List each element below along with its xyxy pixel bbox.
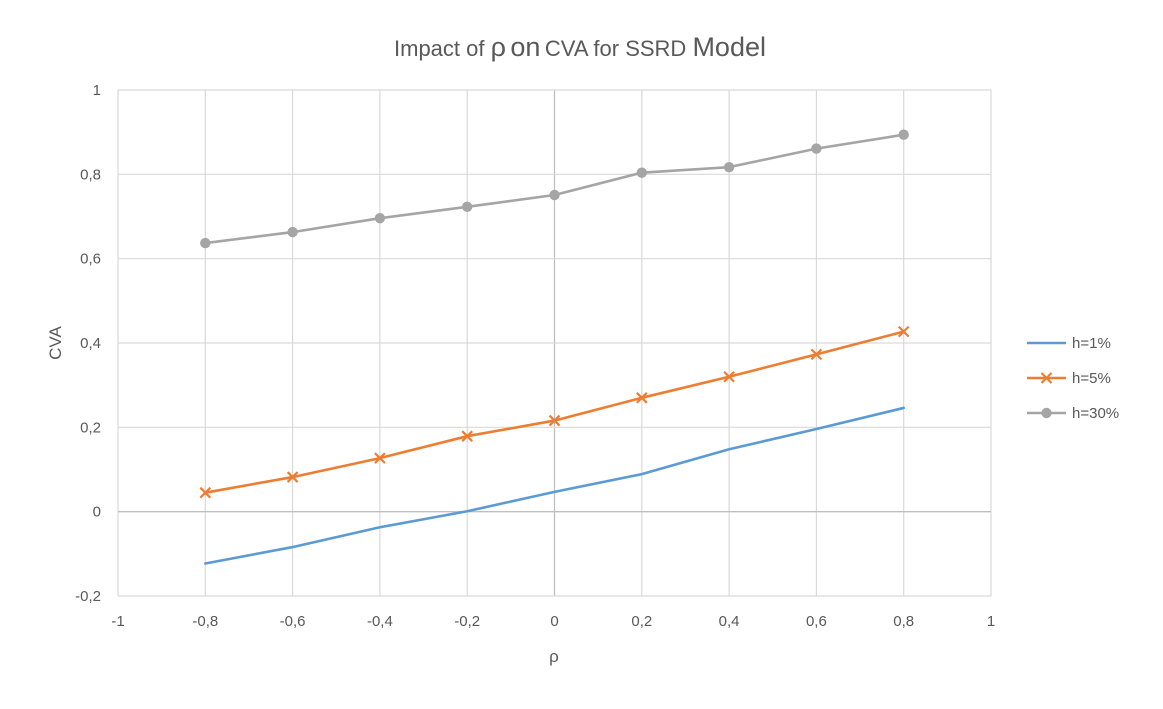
x-tick-label: -1 [111,613,124,630]
data-point [548,414,561,427]
x-tick-label: -0,2 [454,613,480,630]
series-h-5- [199,325,910,499]
x-tick-label: 0,4 [719,613,740,630]
legend: h=1% h=5% h=30% [1027,335,1119,422]
series-h-30- [200,129,909,249]
y-tick-label: 0,8 [80,166,101,183]
x-tick-label: 0 [550,613,558,630]
legend-marker [1041,407,1052,419]
x-axis-tick-labels: -1 -0,8 -0,6 -0,4 -0,2 0 0,2 0,4 0,6 0,8 1 [111,613,995,630]
data-point [636,392,648,404]
y-axis-tick-labels: -0,2 0 0,2 0,4 0,6 0,8 1 [75,82,101,605]
legend-label: h=5% [1072,370,1111,387]
data-point [636,167,647,178]
data-point [461,430,473,442]
legend-item: h=1% [1027,335,1111,352]
legend-label: h=1% [1072,335,1111,352]
data-point [374,212,386,224]
legend-item: h=30% [1027,405,1119,422]
plot-area: -1 -0,8 -0,6 -0,4 -0,2 0 0,2 0,4 0,6 0,8 1 -0,2 0 0,… [75,82,995,630]
data-point [462,201,473,213]
y-tick-label: 0 [93,504,101,521]
series-h-1- [204,406,906,565]
legend-marker [1040,372,1053,384]
x-axis-title: ρ [549,647,559,666]
horizontal-gridlines [118,89,991,597]
x-tick-label: 0,8 [893,613,914,630]
chart-title-part: CVA for SSRD [545,36,693,61]
chart-title: Impact of ρ on CVA for SSRD Model [394,32,766,62]
x-tick-label: 0,6 [806,613,827,630]
y-tick-label: 0,6 [80,251,101,268]
data-point [200,237,211,249]
chart-title-part: Impact of [394,36,491,61]
data-point [898,129,909,140]
data-point [897,325,910,338]
chart-title-part: ρ [491,32,506,62]
data-point [723,161,735,173]
x-tick-label: -0,4 [367,613,393,630]
chart-title-part: on [510,32,540,62]
y-tick-label: 1 [93,82,101,99]
x-tick-label: 0,2 [631,613,652,630]
y-tick-label: -0,2 [75,588,101,605]
legend-item: h=5% [1027,370,1111,387]
data-point [374,452,386,464]
y-tick-label: 0,4 [80,335,101,352]
y-axis-title: CVA [46,325,65,359]
x-tick-label: -0,8 [192,613,218,630]
series-line [204,406,906,565]
data-point [287,226,298,238]
chart-title-part: Model [692,32,766,62]
data-point [286,471,299,483]
data-point [199,486,212,499]
data-point [723,370,735,383]
data-point [549,189,560,201]
data-point [810,348,823,361]
data-point [811,143,822,154]
legend-label: h=30% [1072,405,1119,422]
data-series [199,129,910,565]
x-tick-label: -0,6 [280,613,306,630]
x-tick-label: 1 [987,613,995,630]
y-tick-label: 0,2 [80,419,101,436]
